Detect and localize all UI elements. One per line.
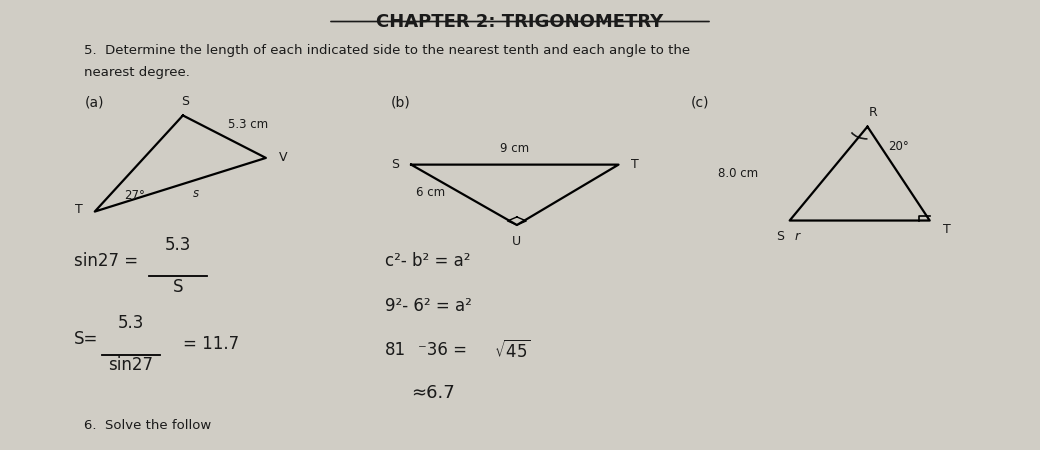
Text: CHAPTER 2: TRIGONOMETRY: CHAPTER 2: TRIGONOMETRY (376, 13, 664, 31)
Text: s: s (192, 187, 199, 200)
Text: S: S (181, 95, 189, 108)
Text: T: T (631, 158, 639, 171)
Text: ⁻36 =: ⁻36 = (418, 341, 467, 359)
Text: (a): (a) (84, 95, 104, 109)
Text: 5.  Determine the length of each indicated side to the nearest tenth and each an: 5. Determine the length of each indicate… (84, 44, 691, 57)
Text: 6 cm: 6 cm (416, 186, 445, 199)
Text: 9²- 6² = a²: 9²- 6² = a² (385, 297, 472, 315)
Text: S: S (391, 158, 398, 171)
Text: 27°: 27° (124, 189, 145, 202)
Text: S: S (777, 230, 784, 243)
Text: sin27: sin27 (108, 356, 154, 374)
Text: 5.3: 5.3 (164, 236, 191, 254)
Text: r: r (795, 230, 800, 243)
Text: 5.3: 5.3 (118, 315, 145, 333)
Text: ≈6.7: ≈6.7 (411, 384, 454, 402)
Text: S=: S= (74, 330, 99, 348)
Text: R: R (868, 106, 877, 118)
Text: 6.  Solve the follow: 6. Solve the follow (84, 418, 211, 432)
Text: T: T (943, 223, 951, 236)
Text: V: V (280, 151, 288, 164)
Text: S: S (173, 278, 183, 296)
Text: sin27 =: sin27 = (74, 252, 138, 270)
Text: c²- b² = a²: c²- b² = a² (385, 252, 471, 270)
Text: T: T (75, 203, 82, 216)
Text: 8.0 cm: 8.0 cm (719, 167, 758, 180)
Text: nearest degree.: nearest degree. (84, 66, 190, 79)
Text: (c): (c) (692, 95, 709, 109)
Text: = 11.7: = 11.7 (183, 334, 239, 352)
Text: (b): (b) (390, 95, 410, 109)
Text: $\sqrt{45}$: $\sqrt{45}$ (494, 340, 531, 362)
Text: 20°: 20° (888, 140, 909, 153)
Text: 81: 81 (385, 341, 407, 359)
Text: U: U (513, 235, 521, 248)
Text: 9 cm: 9 cm (500, 142, 529, 155)
Text: 5.3 cm: 5.3 cm (228, 118, 267, 131)
